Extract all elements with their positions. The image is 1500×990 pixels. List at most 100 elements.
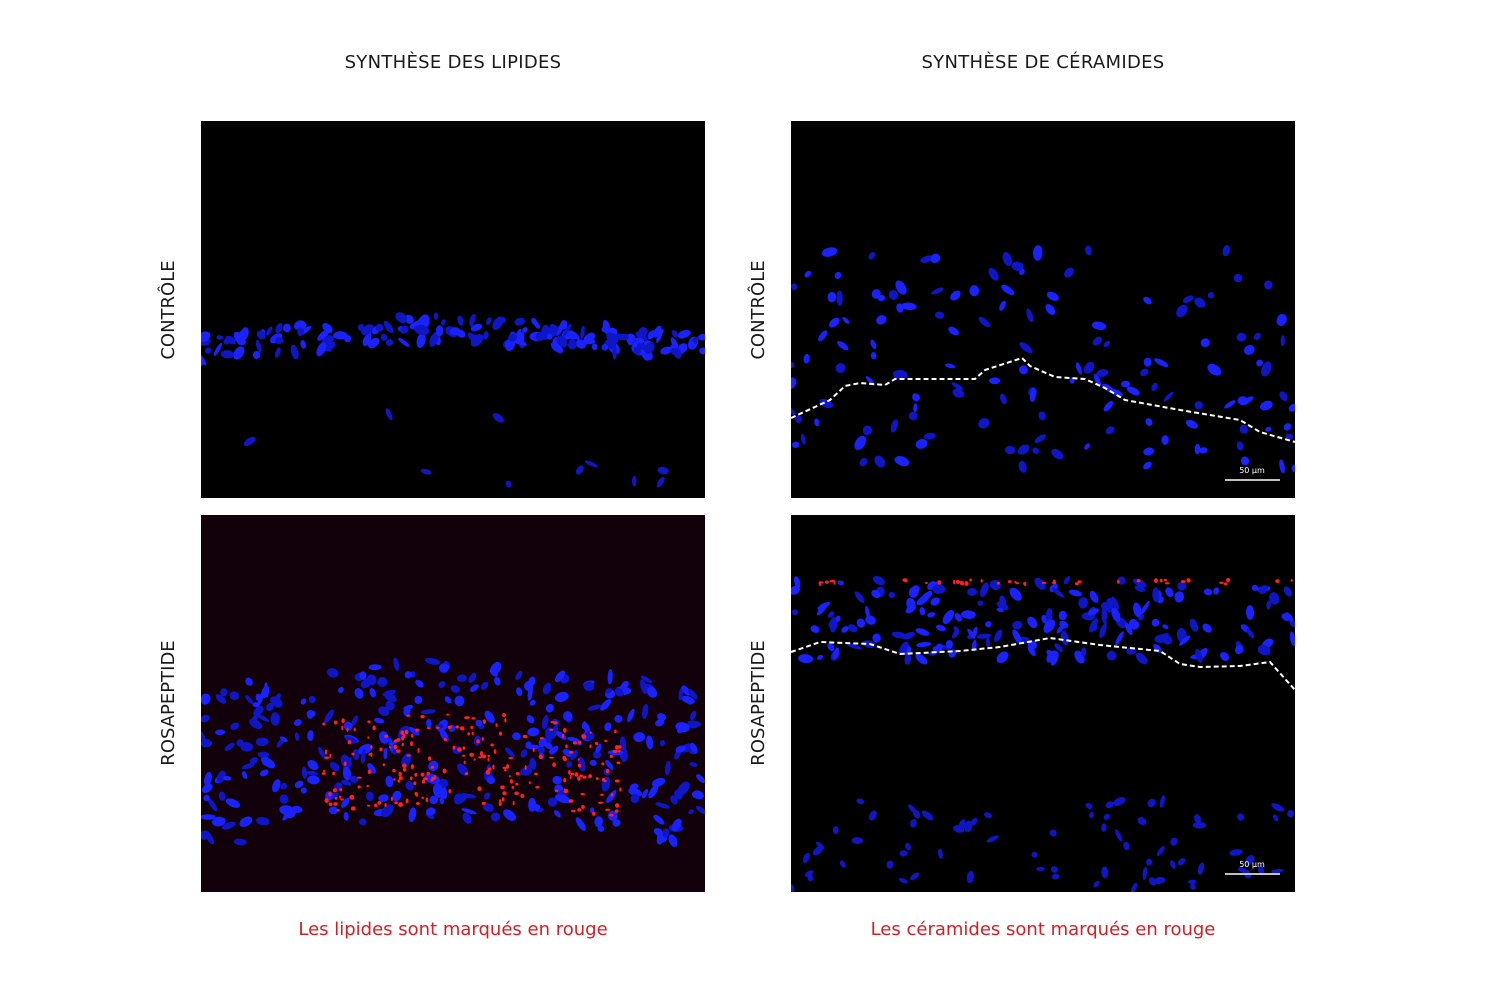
cell xyxy=(334,796,338,800)
cell xyxy=(252,350,261,359)
cell xyxy=(1165,587,1174,598)
cell xyxy=(1194,297,1206,308)
cell xyxy=(379,731,389,744)
cell xyxy=(563,777,567,783)
cell xyxy=(1019,342,1033,354)
cell xyxy=(383,747,388,760)
cell xyxy=(520,766,533,776)
cell xyxy=(525,741,532,748)
cell xyxy=(681,685,691,696)
cell xyxy=(647,330,657,340)
cell xyxy=(1143,357,1152,367)
cell xyxy=(359,671,367,680)
cell xyxy=(677,781,690,796)
cell xyxy=(1029,387,1037,403)
cell xyxy=(520,793,525,799)
cell xyxy=(554,810,561,818)
cell xyxy=(300,698,307,705)
cell xyxy=(1161,435,1169,445)
cell xyxy=(836,290,843,306)
cell xyxy=(480,681,489,690)
cell xyxy=(804,270,812,278)
cell xyxy=(1091,321,1107,330)
cell xyxy=(328,802,333,807)
cell xyxy=(223,336,232,345)
cell xyxy=(958,819,966,833)
cell xyxy=(999,300,1006,311)
cell xyxy=(368,753,373,756)
cell xyxy=(913,403,918,413)
cell xyxy=(329,753,332,759)
cell xyxy=(473,758,476,761)
cell xyxy=(915,438,928,449)
cell xyxy=(1283,586,1292,597)
cell xyxy=(1269,592,1280,605)
cell xyxy=(872,633,881,643)
cell xyxy=(1143,296,1152,305)
cell xyxy=(601,762,605,766)
cell xyxy=(870,339,877,350)
cell xyxy=(1243,345,1255,355)
cell xyxy=(230,722,240,730)
cell xyxy=(528,797,537,812)
cell xyxy=(944,363,956,369)
cell xyxy=(604,739,608,743)
cell xyxy=(222,775,232,781)
cell xyxy=(1026,308,1034,323)
cell xyxy=(899,850,908,857)
cell xyxy=(908,411,918,421)
cell xyxy=(971,639,977,652)
cell xyxy=(1153,578,1158,584)
cell xyxy=(904,653,912,665)
cell xyxy=(241,762,255,770)
cell xyxy=(948,326,959,336)
cell xyxy=(829,579,835,583)
cell xyxy=(257,692,264,705)
cell xyxy=(333,802,338,806)
cell xyxy=(601,344,609,351)
cell xyxy=(341,718,345,724)
cell xyxy=(322,323,333,334)
cell xyxy=(1159,795,1165,808)
cell xyxy=(398,776,403,781)
cell xyxy=(255,339,262,353)
cell xyxy=(985,637,991,648)
cell xyxy=(350,806,356,811)
cell xyxy=(476,739,480,744)
cell xyxy=(1054,643,1063,652)
cell xyxy=(481,736,484,741)
cell xyxy=(542,714,549,730)
cell xyxy=(983,812,992,819)
cell xyxy=(527,727,540,737)
cell xyxy=(531,317,537,325)
cell xyxy=(374,717,385,724)
cell xyxy=(349,794,355,800)
cell xyxy=(655,802,670,809)
cell xyxy=(1266,600,1271,610)
cell xyxy=(213,342,223,357)
cell xyxy=(572,741,578,745)
cell xyxy=(469,684,479,692)
cell xyxy=(549,728,554,731)
cell xyxy=(1132,578,1147,588)
cell xyxy=(950,290,961,301)
cell xyxy=(504,768,507,772)
cell xyxy=(1002,252,1012,266)
cell xyxy=(803,852,810,863)
cell xyxy=(388,746,392,749)
cell xyxy=(520,749,528,758)
cell xyxy=(261,757,276,769)
cell xyxy=(818,581,822,586)
cell xyxy=(967,588,978,596)
cell xyxy=(471,717,476,720)
cell xyxy=(1058,610,1067,621)
cell xyxy=(1177,581,1187,591)
cell xyxy=(243,436,256,447)
cell xyxy=(401,742,404,747)
cell xyxy=(1190,882,1196,890)
cell xyxy=(1089,811,1094,819)
cell xyxy=(921,810,934,821)
cell xyxy=(221,821,236,830)
cell xyxy=(501,797,505,802)
cell xyxy=(665,760,671,776)
